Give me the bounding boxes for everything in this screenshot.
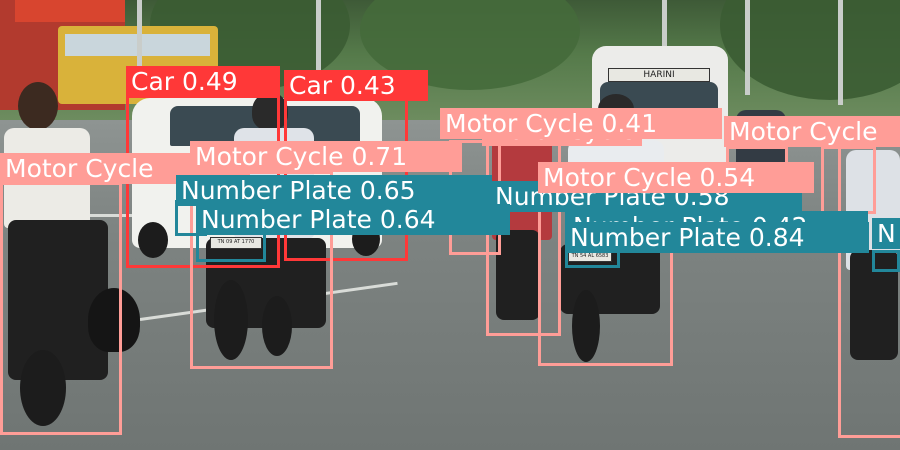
detection-label: Motor Cycle 0.41 [440, 108, 722, 139]
lamp-pole [838, 0, 843, 105]
detection-box-motor-cycle [190, 171, 333, 369]
motorcycle-wheel [20, 350, 66, 426]
van-sign: HARINI [608, 68, 710, 82]
detection-label: Motor Cycle 0.71 [190, 141, 462, 172]
detection-box-motor-cycle [838, 120, 900, 438]
detection-label: Car 0.43 [284, 70, 428, 101]
detection-label: Number Plate 0.84 [565, 222, 869, 253]
detection-label: N [872, 218, 900, 249]
detection-label: Motor Cycle [724, 116, 900, 147]
detection-box-number-plate [196, 232, 266, 262]
detection-box-number-plate [872, 250, 900, 272]
car-wheel [138, 222, 168, 258]
lamp-pole [316, 0, 321, 70]
detection-label: Number Plate 0.64 [196, 204, 510, 235]
motorcycle-wheel [572, 290, 600, 362]
detection-box-motor-cycle [0, 182, 122, 435]
lane-marking [60, 214, 140, 217]
license-plate: TN 09 AT 1770 [210, 237, 262, 249]
detection-label: Motor Cycle 0.54 [538, 162, 814, 193]
detection-label: Number Plate 0.65 [176, 175, 492, 206]
rider-helmet [252, 92, 288, 130]
motorcycle-wheel [262, 296, 292, 356]
lamp-pole [662, 0, 667, 60]
rider-head [18, 82, 58, 130]
shop-sign [15, 0, 125, 22]
hanging-helmet [88, 288, 140, 352]
lamp-pole [745, 0, 750, 95]
detection-label: Car 0.49 [126, 66, 280, 97]
motorcycle-wheel [214, 280, 248, 360]
motorcycle [8, 220, 108, 380]
lamp-pole [137, 0, 142, 80]
motorcycle [496, 230, 540, 320]
